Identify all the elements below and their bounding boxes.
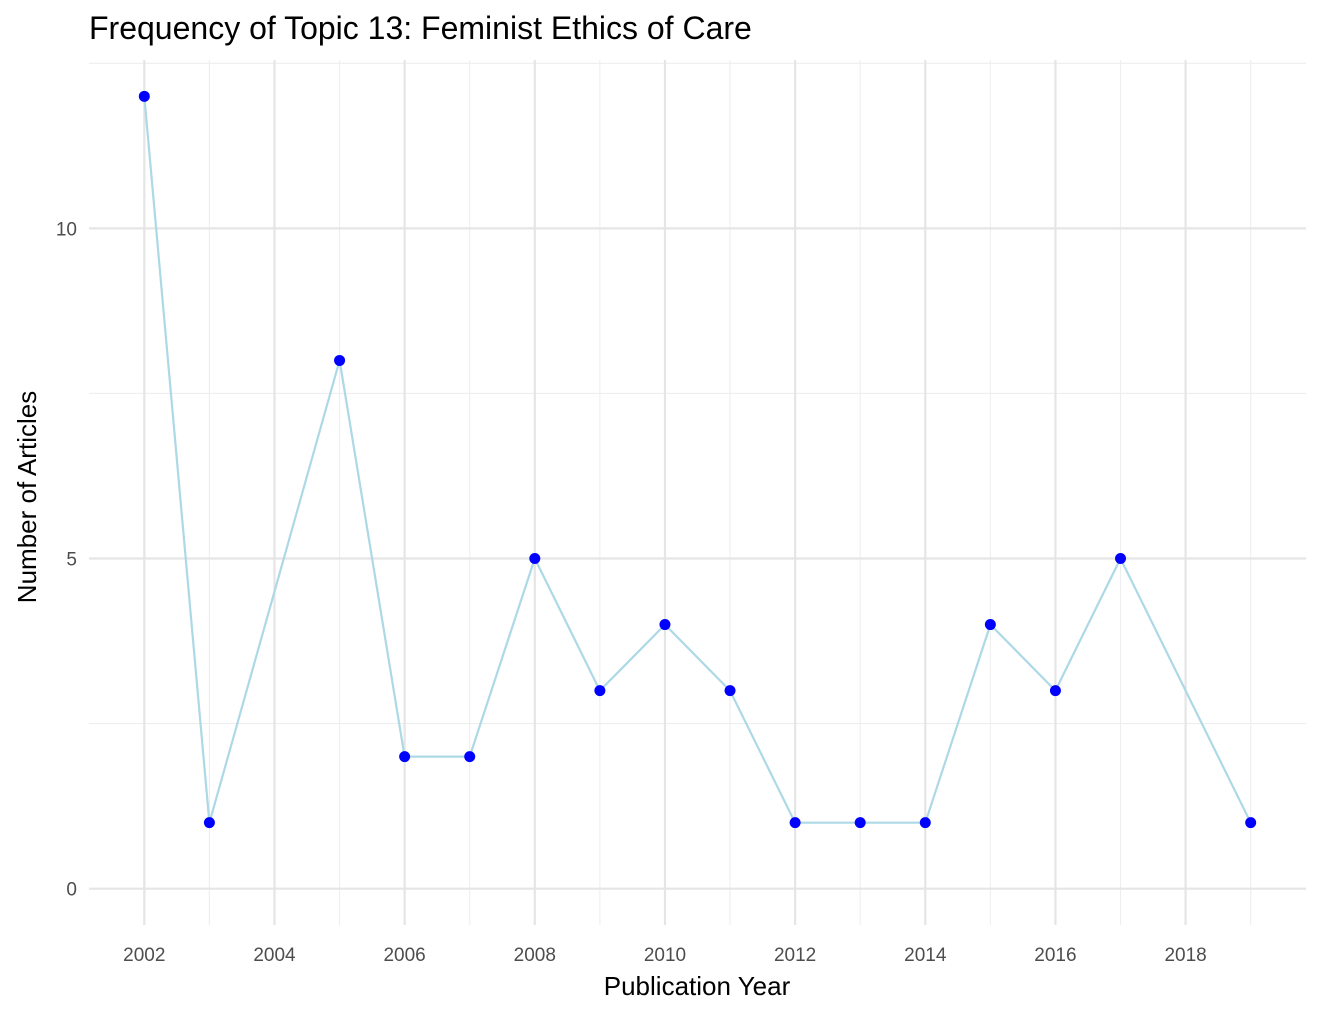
data-point [334, 354, 346, 366]
x-tick-label: 2014 [904, 945, 947, 966]
data-point [1245, 817, 1257, 829]
y-axis-title: Number of Articles [12, 391, 42, 603]
data-point [594, 685, 606, 697]
data-point [138, 90, 150, 102]
x-axis-title: Publication Year [604, 971, 791, 1001]
y-tick-labels: 0 5 10 [56, 219, 77, 900]
x-tick-label: 2002 [123, 945, 165, 966]
y-tick-label: 0 [66, 880, 77, 901]
series-line [143, 96, 1252, 824]
data-point [919, 817, 931, 829]
x-tick-label: 2012 [774, 945, 816, 966]
data-point [789, 817, 801, 829]
x-tick-label: 2008 [514, 945, 556, 966]
x-tick-label: 2016 [1034, 945, 1076, 966]
grid [89, 60, 1306, 925]
x-tick-label: 2018 [1164, 945, 1206, 966]
data-point [984, 619, 996, 631]
x-tick-label: 2010 [644, 945, 686, 966]
data-point [399, 751, 411, 763]
data-point [724, 685, 736, 697]
data-point [854, 817, 866, 829]
data-point [659, 619, 671, 631]
data-point [1049, 685, 1061, 697]
data-point [529, 553, 541, 565]
x-tick-label: 2004 [253, 945, 296, 966]
data-point [464, 751, 476, 763]
x-tick-label: 2006 [383, 945, 425, 966]
y-tick-label: 5 [66, 550, 77, 571]
y-tick-label: 10 [56, 219, 77, 240]
x-tick-labels: 2002 2004 2006 2008 2010 2012 2014 2016 2018 [123, 945, 1207, 966]
data-point [203, 817, 215, 829]
data-points [138, 90, 1257, 829]
data-point [1115, 553, 1127, 565]
chart-title: Frequency of Topic 13: Feminist Ethics o… [89, 10, 752, 46]
